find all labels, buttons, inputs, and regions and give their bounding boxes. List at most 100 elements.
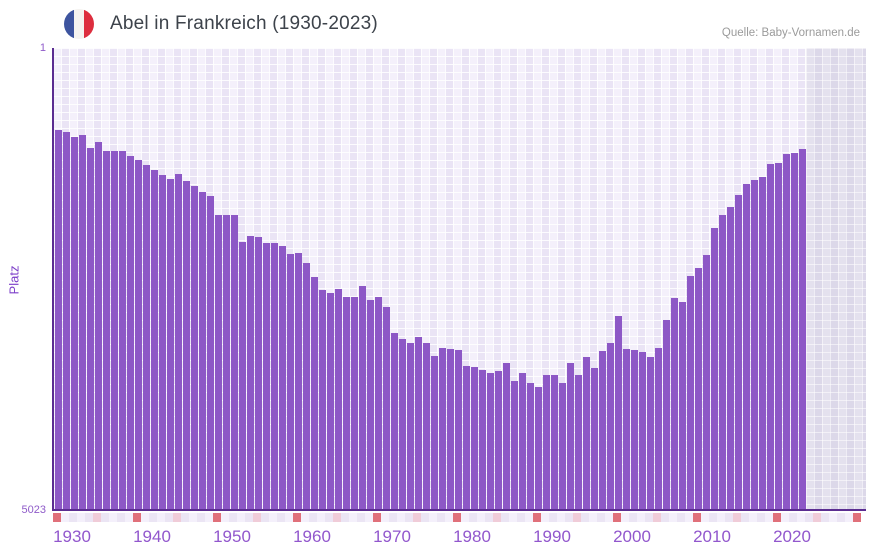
bar-1966[interactable] [343,297,350,509]
bar-1930[interactable] [55,130,62,509]
bar-1955[interactable] [255,237,262,509]
bar-1953[interactable] [239,242,246,509]
bar-1982[interactable] [471,366,478,509]
bar-1957[interactable] [271,243,278,509]
bar-2022[interactable] [791,153,798,509]
bar-1935[interactable] [95,142,102,509]
bar-1948[interactable] [199,192,206,509]
bar-2000[interactable] [615,316,622,509]
bar-2020[interactable] [775,163,782,509]
bar-1934[interactable] [87,148,94,509]
source-attribution: Quelle: Baby-Vornamen.de [721,27,860,39]
bar-1938[interactable] [119,150,126,509]
bar-1977[interactable] [431,355,438,509]
bar-2015[interactable] [735,194,742,509]
bar-1968[interactable] [359,286,366,509]
bar-2011[interactable] [703,254,710,509]
bar-1936[interactable] [103,150,110,509]
bar-1976[interactable] [423,343,430,509]
bar-2017[interactable] [751,180,758,509]
bar-1988[interactable] [519,372,526,509]
bar-1963[interactable] [319,289,326,509]
bar-2007[interactable] [671,298,678,509]
bar-1961[interactable] [303,263,310,509]
bar-1967[interactable] [351,297,358,509]
bar-1962[interactable] [311,276,318,509]
bar-1960[interactable] [295,253,302,509]
bar-2016[interactable] [743,184,750,509]
bar-2009[interactable] [687,276,694,509]
bar-1939[interactable] [127,156,134,509]
bar-1950[interactable] [215,215,222,509]
bar-1973[interactable] [399,338,406,509]
bar-1972[interactable] [391,332,398,509]
bar-1975[interactable] [415,337,422,509]
bar-1945[interactable] [175,174,182,509]
bar-1944[interactable] [167,179,174,509]
bar-1994[interactable] [567,363,574,509]
bar-1949[interactable] [207,196,214,509]
bar-2008[interactable] [679,302,686,509]
bar-1979[interactable] [447,349,454,509]
bar-1978[interactable] [439,348,446,509]
bar-1942[interactable] [151,170,158,509]
bar-2004[interactable] [647,357,654,509]
bar-1993[interactable] [559,383,566,509]
bar-2006[interactable] [663,320,670,509]
timeline-cell-1934 [85,513,93,522]
bar-1946[interactable] [183,181,190,509]
bar-1991[interactable] [543,375,550,509]
bar-1933[interactable] [79,135,86,509]
bar-2013[interactable] [719,215,726,509]
bar-1971[interactable] [383,306,390,509]
bar-1997[interactable] [591,368,598,509]
bar-1987[interactable] [511,381,518,509]
bar-1940[interactable] [135,159,142,509]
bar-1964[interactable] [327,293,334,509]
bar-1954[interactable] [247,236,254,509]
bar-1970[interactable] [375,297,382,509]
timeline-cell-1940 [133,513,141,522]
bar-2019[interactable] [767,164,774,509]
bar-1998[interactable] [599,351,606,509]
bar-1952[interactable] [231,215,238,509]
bar-2005[interactable] [655,348,662,509]
bar-1990[interactable] [535,387,542,509]
bar-1974[interactable] [407,343,414,509]
bar-1965[interactable] [335,288,342,509]
bar-1996[interactable] [583,357,590,509]
bar-1983[interactable] [479,370,486,509]
bar-2010[interactable] [695,268,702,509]
bar-1931[interactable] [63,131,70,509]
timeline-cell-2002 [629,513,637,522]
bar-1956[interactable] [263,243,270,509]
bar-1981[interactable] [463,366,470,509]
bar-2014[interactable] [727,207,734,509]
bar-2021[interactable] [783,153,790,509]
timeline-cell-1987 [509,513,517,522]
timeline-cell-1973 [397,513,405,522]
bar-1999[interactable] [607,343,614,509]
bar-1984[interactable] [487,372,494,509]
bar-2012[interactable] [711,227,718,509]
bar-1980[interactable] [455,349,462,509]
bar-1969[interactable] [367,299,374,509]
bar-1958[interactable] [279,246,286,509]
bar-1943[interactable] [159,175,166,509]
bar-1985[interactable] [495,371,502,509]
bar-1989[interactable] [527,383,534,509]
bar-2018[interactable] [759,176,766,509]
bar-1995[interactable] [575,375,582,509]
bar-1937[interactable] [111,150,118,509]
bar-1951[interactable] [223,215,230,509]
bar-2003[interactable] [639,352,646,509]
bar-1947[interactable] [191,186,198,509]
bar-1941[interactable] [143,164,150,509]
bar-2002[interactable] [631,349,638,509]
bar-2001[interactable] [623,349,630,509]
bar-1932[interactable] [71,137,78,509]
bar-1992[interactable] [551,375,558,509]
bar-1986[interactable] [503,363,510,509]
bar-1959[interactable] [287,254,294,509]
bar-2023[interactable] [799,148,806,509]
